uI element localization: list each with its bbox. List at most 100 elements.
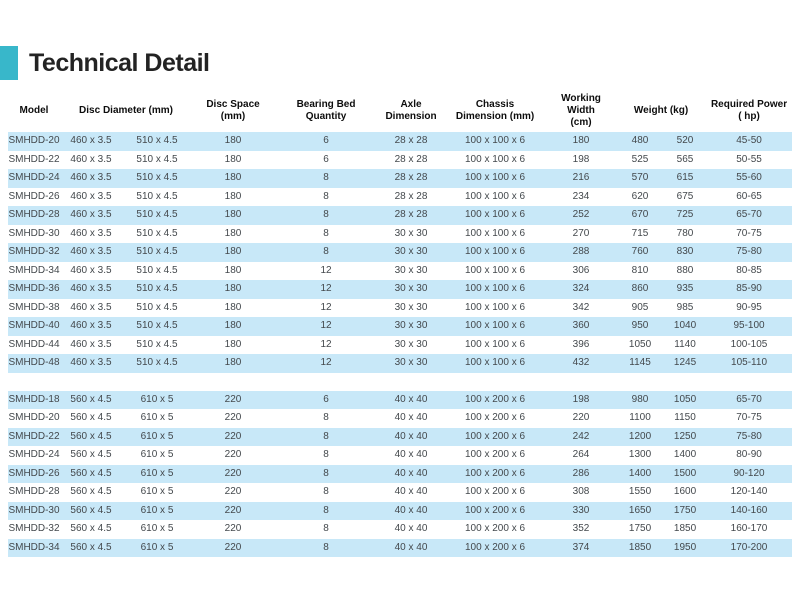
cell-disc_diameter_2: 610 x 5 bbox=[122, 464, 193, 483]
cell-weight_1: 670 bbox=[616, 206, 665, 225]
table-row: SMHDD-22 460 x 3.5 510 x 4.5 180 6 28 x 28 100… bbox=[8, 151, 792, 170]
cell-chassis_dimension: 100 x 200 x 6 bbox=[464, 412, 526, 423]
cell-bearing_bed_quantity: 12 bbox=[274, 317, 379, 336]
cell-disc_diameter_2: 510 x 4.5 bbox=[122, 132, 193, 151]
cell-axle_dimension: 28 x 28 bbox=[378, 132, 445, 151]
cell-weight_1: 1100 bbox=[629, 412, 651, 423]
cell-disc_space: 180 bbox=[224, 153, 242, 165]
table-row: SMHDD-32 560 x 4.5 610 x 5 220 8 40 x 40 100 x… bbox=[8, 520, 792, 539]
cell-weight_2: 1400 bbox=[673, 449, 697, 460]
cell-axle_dimension: 28 x 28 bbox=[394, 153, 428, 165]
cell-weight_1: 1850 bbox=[616, 538, 665, 557]
table-row: SMHDD-32 460 x 3.5 510 x 4.5 180 8 30 x 30 100… bbox=[8, 243, 793, 262]
cell-required_power: 65-70 bbox=[706, 390, 793, 409]
cell-weight_1: 980 bbox=[616, 390, 665, 409]
table-row: SMHDD-18 560 x 4.5 610 x 5 220 6 40 x 40 100 x… bbox=[8, 390, 793, 409]
cell-model: SMHDD-30 bbox=[8, 227, 60, 239]
cell-chassis_dimension: 100 x 200 x 6 bbox=[464, 486, 526, 497]
cell-disc_diameter_2: 510 x 4.5 bbox=[122, 206, 193, 225]
cell-weight_1: 1550 bbox=[628, 486, 652, 497]
cell-disc_space: 220 bbox=[192, 427, 275, 446]
cell-disc_diameter_2: 610 x 5 bbox=[122, 390, 193, 409]
cell-disc_space: 180 bbox=[224, 227, 242, 239]
cell-bearing_bed_quantity: 6 bbox=[323, 153, 329, 165]
cell-model: SMHDD-28 bbox=[8, 486, 60, 497]
table-row: SMHDD-22 560 x 4.5 610 x 5 220 8 40 x 40 100 x… bbox=[8, 427, 793, 446]
cell-model: SMHDD-22 bbox=[8, 427, 60, 446]
cell-bearing_bed_quantity: 8 bbox=[323, 449, 329, 460]
cell-required_power: 105-110 bbox=[706, 354, 793, 373]
cell-weight_2: 675 bbox=[676, 190, 694, 202]
cell-bearing_bed_quantity: 8 bbox=[274, 206, 379, 225]
cell-chassis_dimension: 100 x 100 x 6 bbox=[464, 338, 526, 350]
cell-bearing_bed_quantity: 12 bbox=[274, 354, 379, 373]
cell-disc_diameter_2: 510 x 4.5 bbox=[122, 243, 193, 262]
page-header: Technical Detail bbox=[0, 46, 800, 80]
cell-bearing_bed_quantity: 8 bbox=[323, 523, 329, 534]
cell-bearing_bed_quantity: 6 bbox=[274, 390, 379, 409]
cell-disc_diameter_2: 510 x 4.5 bbox=[136, 264, 178, 276]
cell-disc_diameter_1: 460 x 3.5 bbox=[70, 227, 112, 239]
cell-axle_dimension: 30 x 30 bbox=[394, 227, 428, 239]
cell-chassis_dimension: 100 x 100 x 6 bbox=[444, 317, 547, 336]
cell-axle_dimension: 40 x 40 bbox=[378, 390, 445, 409]
cell-chassis_dimension: 100 x 200 x 6 bbox=[444, 427, 547, 446]
cell-model: SMHDD-32 bbox=[8, 523, 60, 534]
cell-bearing_bed_quantity: 6 bbox=[274, 132, 379, 151]
cell-required_power: 60-65 bbox=[736, 190, 762, 202]
cell-weight_2: 830 bbox=[664, 243, 707, 262]
cell-working_width: 288 bbox=[546, 243, 617, 262]
cell-required_power: 80-85 bbox=[736, 264, 762, 276]
cell-disc_space: 220 bbox=[224, 486, 242, 497]
table-row: SMHDD-36 460 x 3.5 510 x 4.5 180 12 30 x 30 10… bbox=[8, 280, 793, 299]
cell-weight_1: 480 bbox=[616, 132, 665, 151]
table-row: SMHDD-28 460 x 3.5 510 x 4.5 180 8 28 x 28 100… bbox=[8, 206, 793, 225]
cell-required_power: 45-50 bbox=[706, 132, 793, 151]
cell-working_width: 242 bbox=[546, 427, 617, 446]
cell-working_width: 180 bbox=[546, 132, 617, 151]
cell-required_power: 170-200 bbox=[706, 538, 793, 557]
cell-disc_space: 220 bbox=[192, 538, 275, 557]
cell-model: SMHDD-48 bbox=[8, 354, 60, 373]
cell-disc_diameter_2: 610 x 5 bbox=[140, 449, 174, 460]
cell-axle_dimension: 40 x 40 bbox=[378, 427, 445, 446]
cell-disc_space: 180 bbox=[192, 169, 275, 188]
cell-disc_diameter_1: 460 x 3.5 bbox=[70, 338, 112, 350]
cell-weight_1: 1145 bbox=[616, 354, 665, 373]
cell-working_width: 374 bbox=[546, 538, 617, 557]
cell-model: SMHDD-20 bbox=[8, 132, 60, 151]
cell-disc_diameter_1: 560 x 4.5 bbox=[60, 501, 122, 520]
cell-weight_2: 1500 bbox=[664, 464, 707, 483]
cell-disc_diameter_2: 610 x 5 bbox=[140, 412, 174, 423]
cell-chassis_dimension: 100 x 100 x 6 bbox=[464, 153, 526, 165]
cell-required_power: 160-170 bbox=[730, 523, 768, 534]
cell-required_power: 85-90 bbox=[706, 280, 793, 299]
cell-model: SMHDD-34 bbox=[8, 538, 60, 557]
table-row: SMHDD-48 460 x 3.5 510 x 4.5 180 12 30 x 30 10… bbox=[8, 354, 793, 373]
cell-disc_space: 220 bbox=[192, 390, 275, 409]
cell-weight_2: 520 bbox=[664, 132, 707, 151]
cell-disc_space: 220 bbox=[192, 464, 275, 483]
cell-axle_dimension: 28 x 28 bbox=[394, 190, 428, 202]
cell-bearing_bed_quantity: 8 bbox=[274, 427, 379, 446]
cell-model: SMHDD-28 bbox=[8, 206, 60, 225]
technical-detail-table: Model Disc Diameter (mm) Disc Space (mm)… bbox=[8, 93, 793, 557]
cell-axle_dimension: 30 x 30 bbox=[394, 264, 428, 276]
cell-disc_space: 180 bbox=[192, 243, 275, 262]
cell-disc_diameter_2: 510 x 4.5 bbox=[136, 338, 178, 350]
table-row: SMHDD-34 460 x 3.5 510 x 4.5 180 12 30 x 30 10… bbox=[8, 262, 792, 281]
cell-disc_diameter_1: 460 x 3.5 bbox=[60, 169, 122, 188]
cell-disc_diameter_1: 460 x 3.5 bbox=[60, 206, 122, 225]
cell-disc_space: 180 bbox=[192, 280, 275, 299]
cell-working_width: 308 bbox=[572, 486, 590, 497]
cell-working_width: 360 bbox=[546, 317, 617, 336]
cell-disc_space: 180 bbox=[192, 132, 275, 151]
cell-bearing_bed_quantity: 8 bbox=[323, 190, 329, 202]
cell-disc_space: 180 bbox=[224, 301, 242, 313]
cell-disc_diameter_2: 610 x 5 bbox=[122, 538, 193, 557]
cell-working_width: 264 bbox=[572, 449, 590, 460]
cell-weight_1: 760 bbox=[616, 243, 665, 262]
cell-working_width: 270 bbox=[572, 227, 590, 239]
cell-weight_1: 570 bbox=[616, 169, 665, 188]
column-header-working-width: Working Width (cm) bbox=[561, 93, 601, 128]
